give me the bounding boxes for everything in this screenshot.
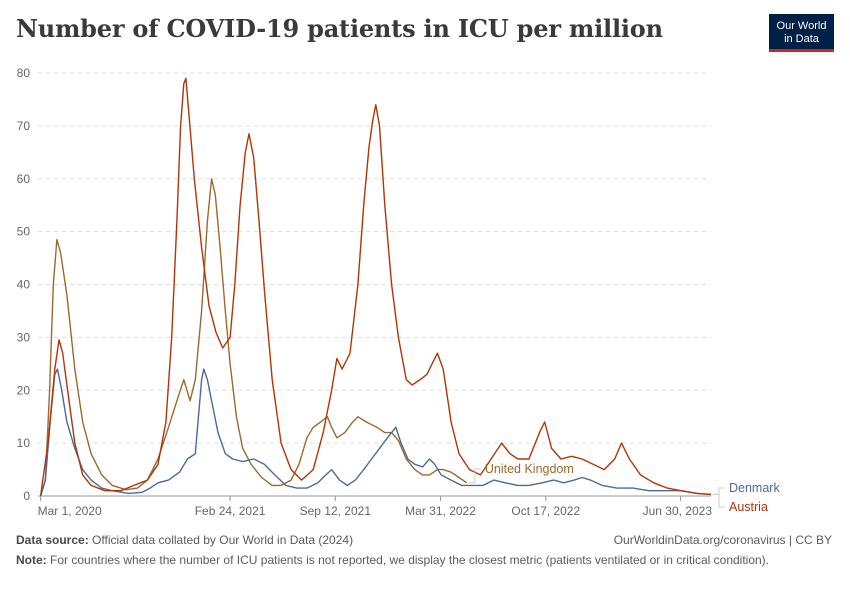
legend-connector bbox=[468, 468, 481, 484]
note-text: For countries where the number of ICU pa… bbox=[50, 553, 770, 567]
y-tick-label: 70 bbox=[17, 119, 31, 133]
y-tick-label: 10 bbox=[17, 436, 31, 450]
x-tick-label: Feb 24, 2021 bbox=[195, 504, 266, 518]
y-tick-label: 60 bbox=[17, 172, 31, 186]
line-chart: 0 10 20 30 40 50 60 70 80 Mar 1, 2020 Feb 24, 202… bbox=[17, 66, 781, 518]
source-link[interactable]: OurWorldinData.org/coronavirus | CC BY bbox=[613, 533, 832, 547]
series-line-austria bbox=[39, 77, 712, 497]
y-tick-label: 50 bbox=[17, 225, 31, 239]
series-lines bbox=[39, 77, 712, 497]
legend-label-austria: Austria bbox=[729, 500, 768, 514]
source-label: Data source: bbox=[16, 533, 89, 547]
x-tick-label: Sep 12, 2021 bbox=[300, 504, 372, 518]
legend-connector bbox=[713, 493, 725, 508]
chart-title: Number of COVID-19 patients in ICU per m… bbox=[16, 14, 663, 43]
source-text: Official data collated by Our World in D… bbox=[92, 533, 354, 547]
y-tick-label: 40 bbox=[17, 278, 31, 292]
y-tick-label: 30 bbox=[17, 330, 31, 344]
y-tick-label: 80 bbox=[17, 66, 31, 80]
y-tick-label: 20 bbox=[17, 383, 31, 397]
series-line-denmark bbox=[39, 368, 712, 497]
logo-line-1: Our World bbox=[776, 20, 827, 32]
y-tick-label: 0 bbox=[23, 489, 30, 503]
note-label: Note: bbox=[16, 553, 47, 567]
logo-line-2: in Data bbox=[784, 33, 819, 45]
legend-label-denmark: Denmark bbox=[729, 481, 780, 495]
x-tick-label: Jun 30, 2023 bbox=[643, 504, 713, 518]
data-source: Data source: Official data collated by O… bbox=[16, 533, 353, 547]
series-line-united-kingdom bbox=[39, 178, 468, 497]
x-axis-ticks: Mar 1, 2020 Feb 24, 2021 Sep 12, 2021 Mar 3… bbox=[38, 496, 713, 518]
gridlines bbox=[38, 72, 711, 497]
legend-labels: United Kingdom Denmark Austria bbox=[468, 462, 780, 514]
x-tick-label: Oct 17, 2022 bbox=[511, 504, 580, 518]
x-tick-label: Mar 1, 2020 bbox=[38, 504, 102, 518]
owid-logo[interactable]: Our World in Data bbox=[769, 14, 834, 52]
legend-label-united-kingdom: United Kingdom bbox=[485, 462, 574, 476]
chart-note: Note: For countries where the number of … bbox=[16, 553, 816, 568]
x-tick-label: Mar 31, 2022 bbox=[405, 504, 476, 518]
legend-connector bbox=[713, 487, 725, 495]
y-axis-ticks: 0 10 20 30 40 50 60 70 80 bbox=[17, 66, 31, 503]
